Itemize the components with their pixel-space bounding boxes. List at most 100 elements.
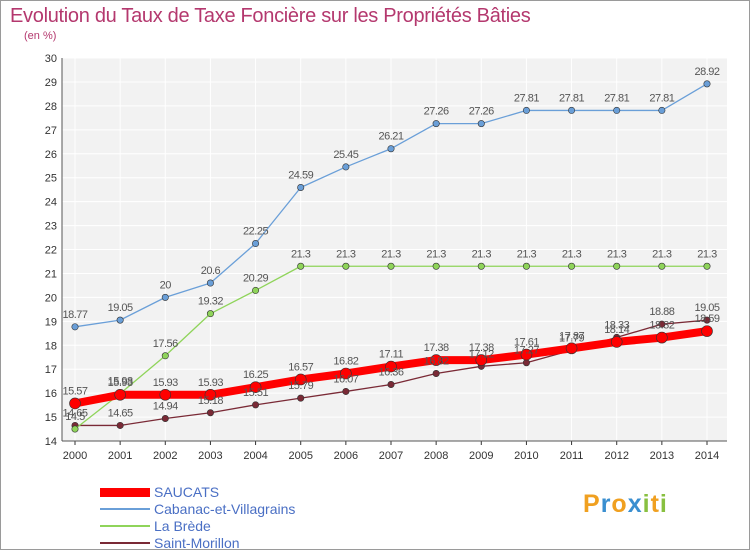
data-label-cabanac-et-villagrains: 18.77 — [62, 309, 87, 321]
y-tick-label: 22 — [45, 245, 57, 257]
data-label-saint-morillon: 17.27 — [514, 345, 539, 357]
data-point-saucats — [520, 348, 533, 361]
data-label-saucats: 15.57 — [62, 385, 87, 397]
data-point-saucats — [701, 325, 713, 337]
data-point-la-br-de — [703, 262, 711, 270]
y-tick-label: 17 — [45, 364, 57, 376]
data-point-cabanac-et-villagrains — [522, 106, 530, 114]
data-point-la-br-de — [658, 262, 666, 270]
logo-letter: o — [611, 490, 628, 518]
data-point-la-br-de — [206, 310, 214, 318]
data-point-saucats — [204, 389, 217, 401]
y-tick-label: 26 — [45, 149, 57, 161]
x-tick-label: 2009 — [469, 450, 493, 462]
data-point-la-br-de — [568, 262, 576, 270]
data-label-la-br-de: 20.29 — [243, 272, 268, 284]
data-label-saint-morillon: 14.65 — [62, 407, 87, 419]
data-label-saint-morillon: 16.07 — [333, 373, 358, 385]
data-point-saucats — [610, 336, 623, 348]
y-tick-label: 20 — [45, 292, 57, 304]
data-label-saucats: 15.93 — [108, 377, 133, 389]
data-point-cabanac-et-villagrains — [613, 106, 621, 114]
data-point-cabanac-et-villagrains — [206, 279, 214, 287]
data-point-la-br-de — [522, 262, 530, 270]
data-point-cabanac-et-villagrains — [116, 316, 124, 324]
data-label-la-br-de: 21.3 — [381, 248, 401, 260]
data-label-cabanac-et-villagrains: 25.45 — [333, 149, 358, 161]
data-label-saucats: 18.14 — [604, 324, 629, 336]
data-point-cabanac-et-villagrains — [342, 163, 350, 171]
data-label-la-br-de: 21.3 — [517, 248, 537, 260]
data-label-saucats: 16.82 — [333, 355, 358, 367]
data-label-la-br-de: 21.3 — [472, 248, 492, 260]
data-label-saucats: 18.59 — [694, 313, 719, 325]
legend-swatch — [100, 525, 150, 527]
y-tick-label: 16 — [45, 388, 57, 400]
data-point-cabanac-et-villagrains — [387, 145, 395, 153]
data-label-la-br-de: 21.3 — [426, 248, 446, 260]
data-point-la-br-de — [342, 262, 350, 270]
data-label-cabanac-et-villagrains: 22.25 — [243, 226, 268, 238]
data-point-saint-morillon — [252, 401, 260, 409]
x-tick-label: 2010 — [514, 450, 538, 462]
data-point-saint-morillon — [342, 387, 350, 395]
data-label-cabanac-et-villagrains: 19.05 — [108, 302, 133, 314]
x-tick-label: 2000 — [63, 450, 87, 462]
data-point-saucats — [69, 397, 81, 410]
legend-label: La Brède — [154, 518, 211, 534]
data-label-la-br-de: 15.98 — [108, 376, 133, 388]
x-tick-label: 2014 — [695, 450, 719, 462]
data-point-saucats — [294, 373, 307, 386]
data-point-saint-morillon — [522, 359, 530, 367]
data-label-saint-morillon: 15.79 — [288, 380, 313, 392]
x-tick-label: 2002 — [153, 450, 177, 462]
legend-label: SAUCATS — [154, 484, 220, 500]
logo-letter: r — [600, 490, 612, 518]
data-label-saint-morillon: 15.51 — [243, 387, 268, 399]
x-tick-label: 2013 — [650, 450, 674, 462]
data-point-saint-morillon — [658, 320, 666, 328]
data-point-la-br-de — [297, 262, 305, 270]
data-point-cabanac-et-villagrains — [432, 120, 440, 128]
data-label-la-br-de: 21.3 — [562, 248, 582, 260]
logo-letter: P — [583, 490, 601, 518]
data-point-saint-morillon — [161, 414, 169, 422]
data-label-cabanac-et-villagrains: 27.81 — [649, 92, 674, 104]
data-label-cabanac-et-villagrains: 24.59 — [288, 170, 313, 182]
data-point-saint-morillon — [116, 421, 124, 429]
data-point-cabanac-et-villagrains — [568, 106, 576, 114]
chart-subtitle: (en %) — [24, 30, 57, 42]
y-tick-label: 18 — [45, 340, 57, 352]
data-point-saint-morillon — [297, 394, 305, 402]
data-point-saucats — [249, 381, 262, 393]
data-label-saucats: 18.32 — [649, 320, 674, 332]
data-point-saint-morillon — [387, 381, 395, 389]
data-label-la-br-de: 21.3 — [697, 248, 717, 260]
data-label-saint-morillon: 14.65 — [108, 407, 133, 419]
data-label-la-br-de: 17.56 — [153, 338, 178, 350]
data-label-saint-morillon: 14.94 — [153, 400, 178, 412]
y-tick-label: 24 — [45, 197, 57, 209]
y-tick-label: 27 — [45, 125, 57, 137]
data-point-la-br-de — [387, 262, 395, 270]
data-point-saucats — [565, 342, 578, 355]
y-tick-label: 19 — [45, 316, 57, 328]
x-tick-label: 2004 — [243, 450, 267, 462]
y-tick-label: 21 — [45, 268, 57, 280]
data-point-saucats — [475, 354, 488, 366]
data-label-saint-morillon: 15.18 — [198, 395, 223, 407]
data-label-saucats: 15.93 — [198, 377, 223, 389]
x-tick-label: 2007 — [379, 450, 403, 462]
data-point-saucats — [340, 367, 352, 380]
data-point-saint-morillon — [432, 369, 440, 377]
legend-label: Saint-Morillon — [154, 535, 240, 551]
data-point-cabanac-et-villagrains — [297, 184, 305, 192]
logo-letter: i — [642, 490, 651, 518]
data-label-cabanac-et-villagrains: 27.81 — [559, 92, 584, 104]
legend-swatch — [100, 508, 150, 510]
data-label-la-br-de: 21.3 — [607, 248, 627, 260]
data-point-saucats — [656, 331, 668, 344]
data-label-la-br-de: 21.3 — [652, 248, 672, 260]
data-label-cabanac-et-villagrains: 27.26 — [424, 106, 449, 118]
y-tick-label: 28 — [45, 101, 57, 113]
